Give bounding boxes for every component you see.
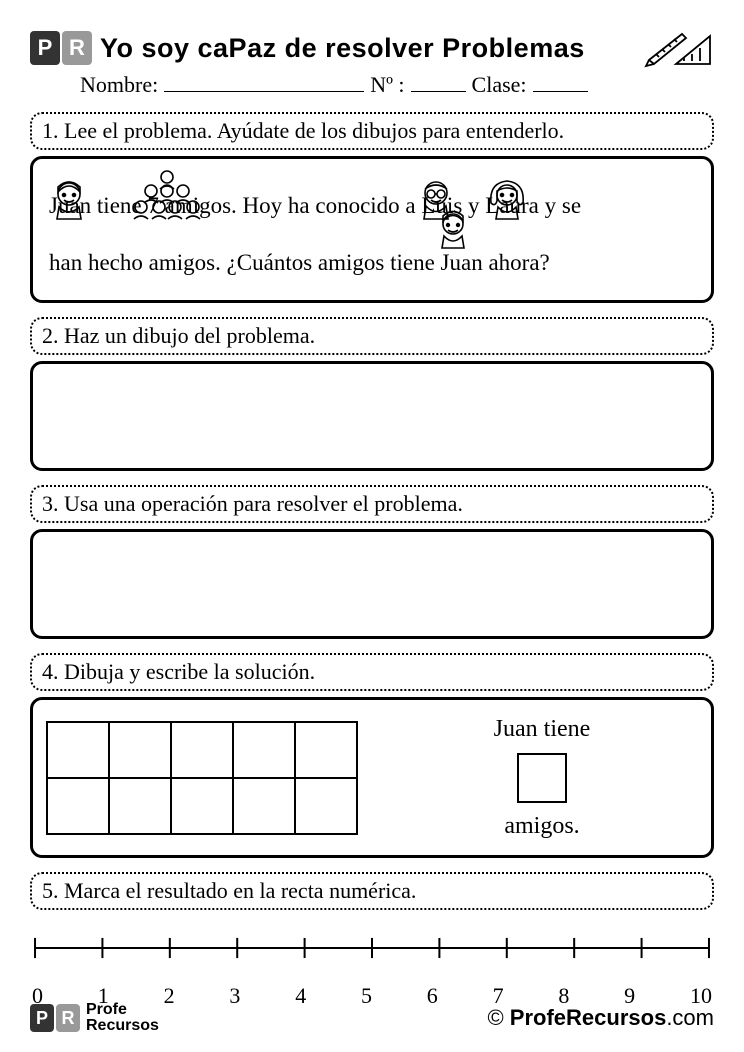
juan-icon xyxy=(434,208,472,250)
footer-url: © ProfeRecursos.com xyxy=(487,1005,714,1031)
header: P R Yo soy caPaz de resolver Problemas xyxy=(30,28,714,68)
num-label: Nº : xyxy=(370,72,404,98)
page-title: Yo soy caPaz de resolver Problemas xyxy=(100,33,636,64)
footer-logo: P R Profe Recursos xyxy=(30,1002,159,1034)
logo: P R xyxy=(30,31,92,65)
num-field[interactable] xyxy=(411,91,466,92)
drawing-area[interactable] xyxy=(30,361,714,471)
solution-text: Juan tiene amigos. xyxy=(387,710,697,845)
section-5-header: 5. Marca el resultado en la recta numéri… xyxy=(30,872,714,910)
logo-r: R xyxy=(62,31,92,65)
copyright-symbol: © xyxy=(487,1005,503,1030)
solution-line2: amigos. xyxy=(387,807,697,845)
number-line[interactable]: 0 1 2 3 4 5 6 7 8 9 10 xyxy=(30,918,714,978)
footer-brand2: Recursos xyxy=(86,1018,159,1034)
name-field[interactable] xyxy=(164,91,364,92)
footer-logo-r: R xyxy=(56,1004,80,1032)
footer-logo-p: P xyxy=(30,1004,54,1032)
section-2-header: 2. Haz un dibujo del problema. xyxy=(30,317,714,355)
section-1-header: 1. Lee el problema. Ayúdate de los dibuj… xyxy=(30,112,714,150)
footer-brand1: Profe xyxy=(86,1002,159,1018)
problem-box: Juan tiene 7 amigos. Hoy ha conocido a L… xyxy=(30,156,714,303)
operation-area[interactable] xyxy=(30,529,714,639)
problem-line-2: han hecho amigos. ¿Cuántos amigos tiene … xyxy=(49,238,550,289)
class-label: Clase: xyxy=(472,72,527,98)
tools-icon xyxy=(644,28,714,68)
info-line: Nombre: Nº : Clase: xyxy=(80,72,714,98)
solution-line1: Juan tiene xyxy=(387,710,697,748)
logo-p: P xyxy=(30,31,60,65)
solution-box: Juan tiene amigos. xyxy=(30,697,714,858)
answer-square[interactable] xyxy=(517,753,567,803)
footer-url-ext: .com xyxy=(666,1005,714,1030)
section-3-header: 3. Usa una operación para resolver el pr… xyxy=(30,485,714,523)
answer-grid[interactable] xyxy=(47,722,357,834)
name-label: Nombre: xyxy=(80,72,158,98)
footer-url-bold: ProfeRecursos xyxy=(510,1005,667,1030)
footer: P R Profe Recursos © ProfeRecursos.com xyxy=(30,1002,714,1034)
problem-line-1: Juan tiene 7 amigos. Hoy ha conocido a L… xyxy=(49,181,695,232)
class-field[interactable] xyxy=(533,91,588,92)
section-4-header: 4. Dibuja y escribe la solución. xyxy=(30,653,714,691)
